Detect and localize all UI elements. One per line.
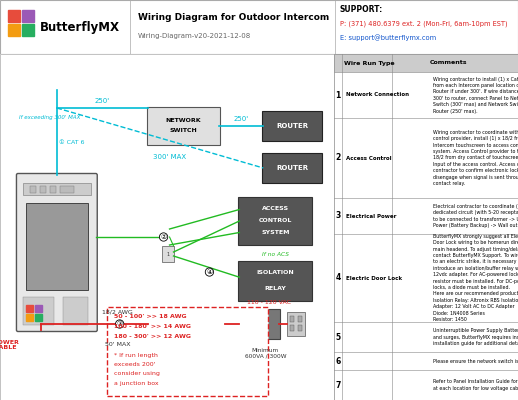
FancyBboxPatch shape (238, 197, 312, 245)
Text: CONTROL: CONTROL (258, 218, 292, 224)
Text: exceeds 200': exceeds 200' (113, 362, 155, 367)
FancyBboxPatch shape (238, 309, 280, 339)
Text: Wiring-Diagram-v20-2021-12-08: Wiring-Diagram-v20-2021-12-08 (138, 33, 251, 39)
Text: 2: 2 (336, 154, 341, 162)
Text: ISOLATION: ISOLATION (256, 270, 294, 276)
Bar (8, 24, 20, 36)
Text: a junction box: a junction box (113, 381, 159, 386)
Text: Minimum
600VA / 300W: Minimum 600VA / 300W (244, 348, 286, 359)
Text: ROUTER: ROUTER (276, 165, 308, 171)
FancyBboxPatch shape (107, 306, 268, 396)
Text: ① CAT 6: ① CAT 6 (59, 140, 84, 144)
FancyBboxPatch shape (262, 111, 322, 141)
Bar (22, 10, 34, 22)
Bar (287, 312, 305, 336)
Text: Please ensure the network switch is properly grounded.: Please ensure the network switch is prop… (433, 358, 518, 364)
Bar (50, 186, 56, 193)
Bar (162, 246, 174, 262)
Text: 50' MAX: 50' MAX (105, 342, 131, 348)
Text: Wiring contractor to install (1) x Cat5e/Cat6
from each Intercom panel location : Wiring contractor to install (1) x Cat5e… (433, 76, 518, 114)
Bar (298, 325, 302, 331)
Text: 1: 1 (336, 90, 341, 100)
Text: P: (371) 480.6379 ext. 2 (Mon-Fri, 6am-10pm EST): P: (371) 480.6379 ext. 2 (Mon-Fri, 6am-1… (340, 21, 508, 27)
Bar (23, 183, 91, 195)
Bar (40, 186, 46, 193)
Bar (290, 316, 294, 322)
Text: 110 - 120 VAC: 110 - 120 VAC (247, 300, 291, 306)
Bar (8, 10, 20, 22)
Text: consider using: consider using (113, 372, 160, 376)
Text: ButterflyMX strongly suggest all Electrical
Door Lock wiring to be homerun direc: ButterflyMX strongly suggest all Electri… (433, 234, 518, 322)
Text: SYSTEM: SYSTEM (261, 230, 290, 236)
Bar (23, 297, 54, 325)
Text: 1: 1 (166, 252, 169, 256)
Text: ②: ② (161, 234, 167, 240)
Text: ④: ④ (206, 269, 212, 275)
Text: 7: 7 (336, 380, 341, 390)
Text: Network Connection: Network Connection (346, 92, 409, 98)
Text: If exceeding 300' MAX: If exceeding 300' MAX (19, 116, 80, 120)
Text: 50 - 100' >> 18 AWG: 50 - 100' >> 18 AWG (113, 314, 186, 320)
Text: 6: 6 (336, 356, 341, 366)
Text: * If run length: * If run length (113, 352, 157, 358)
Text: POWER
CABLE: POWER CABLE (0, 340, 19, 350)
Text: Electrical contractor to coordinate (1)
dedicated circuit (with 5-20 receptacle): Electrical contractor to coordinate (1) … (433, 204, 518, 228)
Bar (26, 203, 88, 290)
Text: RELAY: RELAY (264, 286, 286, 290)
Text: 4: 4 (336, 274, 341, 282)
FancyBboxPatch shape (238, 261, 312, 301)
Text: Electric Door Lock: Electric Door Lock (346, 276, 402, 280)
Text: 3: 3 (336, 212, 341, 220)
Bar (26, 305, 33, 312)
Text: 100 - 180' >> 14 AWG: 100 - 180' >> 14 AWG (113, 324, 191, 329)
Bar (60, 186, 74, 193)
Bar (26, 314, 33, 321)
Text: Wiring Diagram for Outdoor Intercom: Wiring Diagram for Outdoor Intercom (138, 12, 329, 22)
Text: E: support@butterflymx.com: E: support@butterflymx.com (340, 35, 436, 41)
Bar (35, 305, 42, 312)
Text: Wiring contractor to coordinate with access
control provider, install (1) x 18/2: Wiring contractor to coordinate with acc… (433, 130, 518, 186)
Text: If no ACS: If no ACS (262, 252, 289, 256)
Bar (298, 316, 302, 322)
Text: Refer to Panel Installation Guide for additional details. Leave 6' service loop
: Refer to Panel Installation Guide for ad… (433, 379, 518, 391)
Bar (35, 314, 42, 321)
Text: UPS: UPS (251, 321, 267, 327)
Text: ③: ③ (117, 321, 123, 327)
Text: Uninterruptible Power Supply Battery Backup. To prevent voltage drops
and surges: Uninterruptible Power Supply Battery Bac… (433, 328, 518, 346)
Text: 300' MAX: 300' MAX (153, 154, 186, 160)
FancyBboxPatch shape (262, 153, 322, 183)
Text: SWITCH: SWITCH (169, 128, 197, 134)
Text: TRANSFORMER: TRANSFORMER (160, 322, 213, 326)
Text: SUPPORT:: SUPPORT: (340, 6, 383, 14)
Text: Electrical Power: Electrical Power (346, 214, 397, 218)
Text: ROUTER: ROUTER (276, 123, 308, 129)
Bar (334, 54, 518, 72)
Bar (22, 24, 34, 36)
Text: ACCESS: ACCESS (262, 206, 289, 212)
FancyBboxPatch shape (147, 107, 221, 145)
Bar (30, 186, 36, 193)
Text: Wire Run Type: Wire Run Type (344, 60, 395, 66)
Text: 250': 250' (95, 98, 110, 104)
Bar (63, 297, 88, 325)
Text: 18/2 AWG: 18/2 AWG (103, 310, 133, 315)
Text: 5: 5 (336, 332, 341, 342)
Text: NETWORK: NETWORK (166, 118, 202, 124)
Text: Comments: Comments (429, 60, 467, 66)
Text: 180 - 300' >> 12 AWG: 180 - 300' >> 12 AWG (113, 334, 191, 338)
Text: Access Control: Access Control (346, 156, 392, 160)
FancyBboxPatch shape (147, 309, 226, 339)
Bar (290, 325, 294, 331)
Text: ButterflyMX: ButterflyMX (40, 20, 120, 34)
Text: 250': 250' (234, 116, 249, 122)
FancyBboxPatch shape (17, 174, 97, 332)
